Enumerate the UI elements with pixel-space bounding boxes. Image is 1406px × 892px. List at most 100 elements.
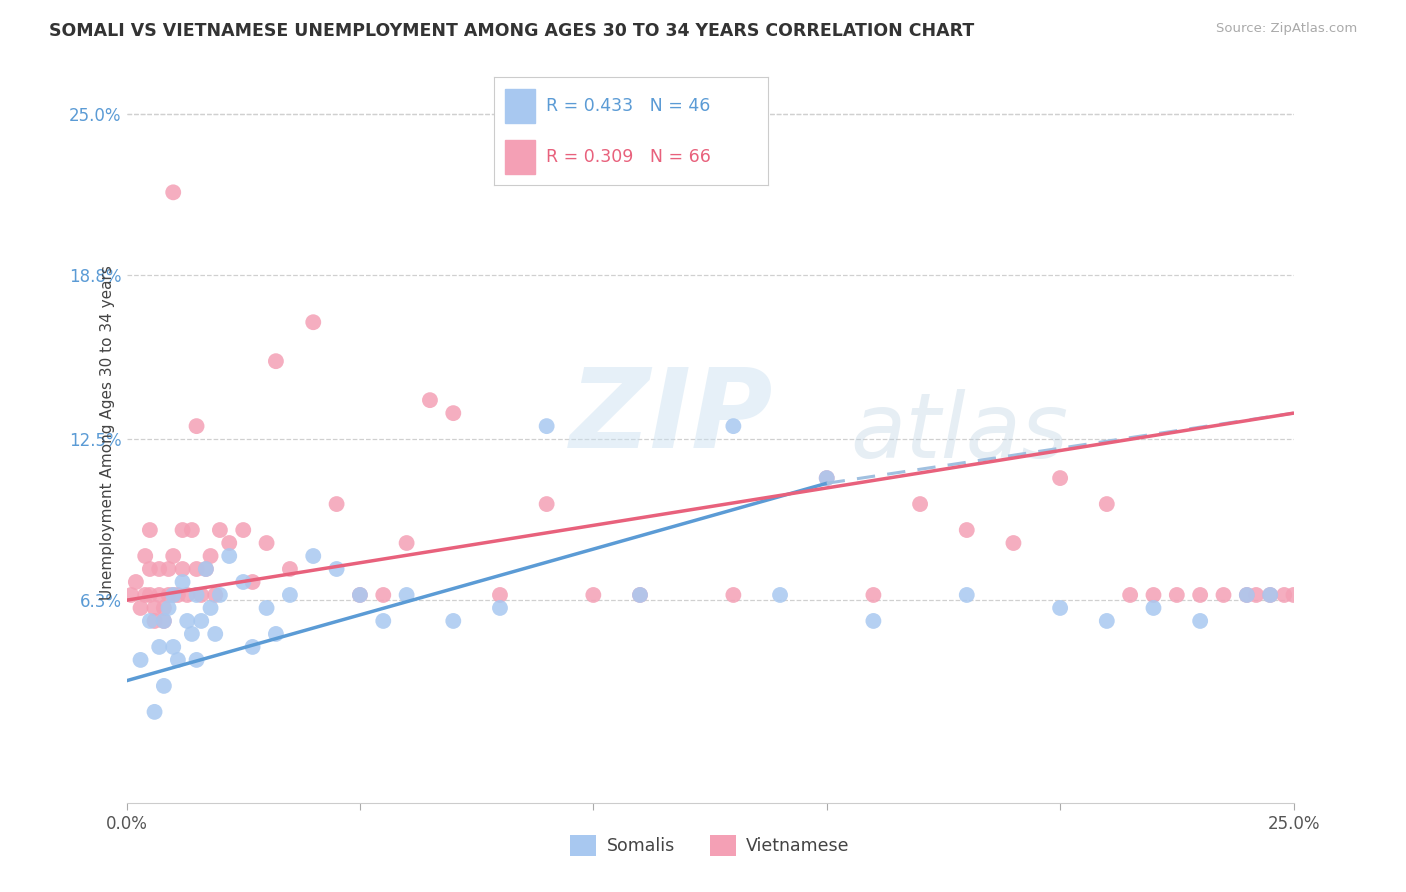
Point [1142, 601, 1164, 615]
Point [162, 588, 184, 602]
Point [395, 588, 418, 602]
Point [186, 588, 208, 602]
Point [1002, 536, 1025, 550]
Point [723, 419, 745, 434]
Point [628, 588, 651, 602]
Point [441, 614, 464, 628]
Point [349, 588, 371, 602]
Point [180, 523, 202, 537]
Point [139, 588, 162, 602]
Point [1095, 614, 1118, 628]
Point [162, 640, 184, 654]
Point [208, 588, 231, 602]
Point [1212, 588, 1234, 602]
Point [129, 601, 152, 615]
Point [536, 497, 558, 511]
Point [1095, 497, 1118, 511]
Point [1189, 614, 1212, 628]
Point [218, 536, 240, 550]
Point [723, 588, 745, 602]
Point [815, 471, 838, 485]
Point [489, 601, 512, 615]
Point [143, 705, 166, 719]
Point [148, 640, 170, 654]
Point [908, 497, 931, 511]
Point [441, 406, 464, 420]
Point [1049, 601, 1071, 615]
Point [176, 614, 198, 628]
Point [242, 574, 264, 589]
Point [194, 562, 217, 576]
Point [120, 588, 142, 602]
Text: ZIP: ZIP [569, 364, 773, 471]
Point [1119, 588, 1142, 602]
Point [769, 588, 792, 602]
Point [419, 393, 441, 408]
Point [1272, 588, 1295, 602]
Point [1166, 588, 1188, 602]
Point [536, 419, 558, 434]
Point [218, 549, 240, 563]
Point [956, 523, 979, 537]
Point [815, 471, 838, 485]
Point [1236, 588, 1258, 602]
Point [204, 588, 226, 602]
Point [349, 588, 371, 602]
Point [162, 588, 184, 602]
Point [200, 601, 222, 615]
Legend: Somalis, Vietnamese: Somalis, Vietnamese [561, 826, 859, 864]
Point [628, 588, 651, 602]
Y-axis label: Unemployment Among Ages 30 to 34 years: Unemployment Among Ages 30 to 34 years [100, 265, 115, 600]
Point [302, 315, 325, 329]
Point [395, 536, 418, 550]
Point [278, 562, 301, 576]
Point [1258, 588, 1281, 602]
Point [172, 562, 194, 576]
Point [153, 614, 176, 628]
Point [186, 419, 208, 434]
Point [148, 562, 170, 576]
Point [162, 549, 184, 563]
Text: atlas: atlas [851, 389, 1069, 476]
Point [162, 186, 184, 200]
Point [172, 523, 194, 537]
Point [1258, 588, 1281, 602]
Text: Source: ZipAtlas.com: Source: ZipAtlas.com [1216, 22, 1357, 36]
Point [153, 601, 176, 615]
Point [489, 588, 512, 602]
Point [194, 562, 217, 576]
Point [157, 588, 180, 602]
Point [256, 601, 278, 615]
Point [157, 562, 180, 576]
Point [148, 588, 170, 602]
Point [186, 562, 208, 576]
Point [200, 549, 222, 563]
Text: SOMALI VS VIETNAMESE UNEMPLOYMENT AMONG AGES 30 TO 34 YEARS CORRELATION CHART: SOMALI VS VIETNAMESE UNEMPLOYMENT AMONG … [49, 22, 974, 40]
Point [232, 523, 254, 537]
Point [264, 627, 287, 641]
Point [1142, 588, 1164, 602]
Point [157, 601, 180, 615]
Point [256, 536, 278, 550]
Point [129, 653, 152, 667]
Point [172, 574, 194, 589]
Point [153, 679, 176, 693]
Point [176, 588, 198, 602]
Point [186, 653, 208, 667]
Point [180, 627, 202, 641]
Point [190, 588, 212, 602]
Point [125, 574, 148, 589]
Point [582, 588, 605, 602]
Point [1244, 588, 1267, 602]
Point [1049, 471, 1071, 485]
Point [862, 614, 884, 628]
Point [204, 627, 226, 641]
Point [1282, 588, 1305, 602]
Point [862, 588, 884, 602]
Point [153, 614, 176, 628]
Point [139, 614, 162, 628]
Point [208, 523, 231, 537]
Point [242, 640, 264, 654]
Point [143, 601, 166, 615]
Point [325, 562, 347, 576]
